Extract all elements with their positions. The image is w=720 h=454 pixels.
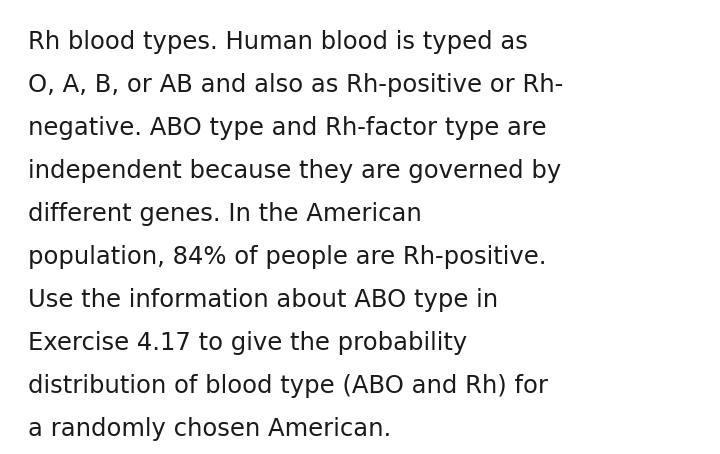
Text: distribution of blood type (ABO and Rh) for: distribution of blood type (ABO and Rh) … <box>28 374 548 398</box>
Text: independent because they are governed by: independent because they are governed by <box>28 159 562 183</box>
Text: Rh blood types. Human blood is typed as: Rh blood types. Human blood is typed as <box>28 30 528 54</box>
Text: different genes. In the American: different genes. In the American <box>28 202 422 226</box>
Text: Use the information about ABO type in: Use the information about ABO type in <box>28 288 498 312</box>
Text: population, 84% of people are Rh-positive.: population, 84% of people are Rh-positiv… <box>28 245 546 269</box>
Text: a randomly chosen American.: a randomly chosen American. <box>28 417 391 441</box>
Text: Exercise 4.17 to give the probability: Exercise 4.17 to give the probability <box>28 331 467 355</box>
Text: O, A, B, or AB and also as Rh-positive or Rh-: O, A, B, or AB and also as Rh-positive o… <box>28 73 563 97</box>
Text: negative. ABO type and Rh-factor type are: negative. ABO type and Rh-factor type ar… <box>28 116 546 140</box>
